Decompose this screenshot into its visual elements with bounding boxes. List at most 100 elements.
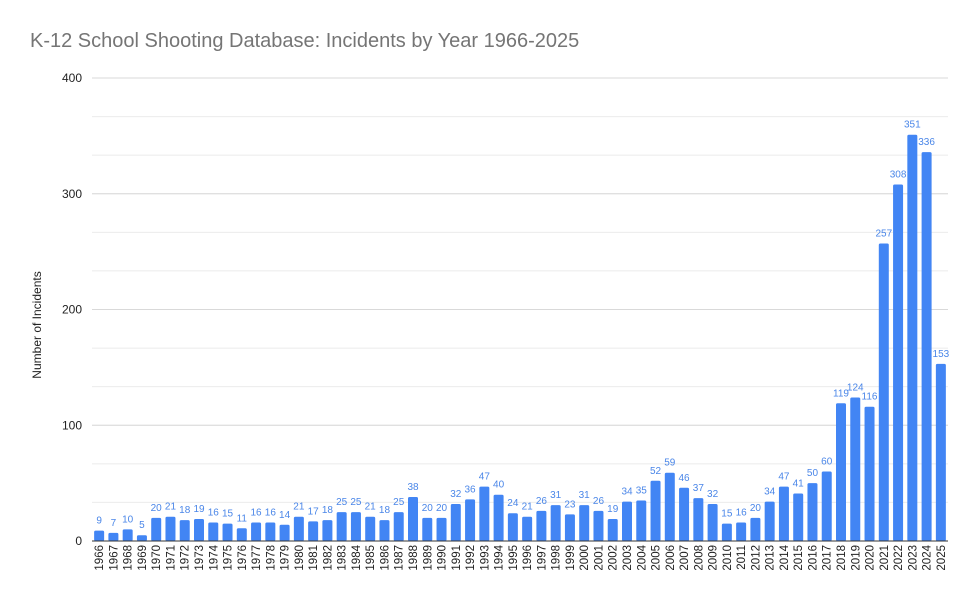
bar-1980: [293, 516, 304, 541]
x-tick-label: 2004: [636, 544, 648, 570]
data-label: 35: [636, 485, 648, 496]
bar-2005: [650, 480, 661, 541]
x-tick-label: 1978: [265, 545, 277, 571]
x-tick-label: 1981: [308, 545, 320, 571]
data-label: 20: [422, 503, 434, 514]
x-tick-label: 1970: [151, 545, 163, 571]
bar-1975: [222, 523, 233, 541]
data-label: 308: [890, 169, 907, 180]
data-label: 15: [721, 509, 733, 520]
x-tick-label: 2023: [907, 545, 919, 571]
data-label: 59: [664, 458, 676, 469]
bar-1995: [507, 513, 518, 541]
bar-1987: [393, 512, 404, 541]
data-label: 17: [308, 506, 320, 517]
bar-1967: [108, 532, 119, 541]
data-label: 10: [122, 514, 134, 525]
bar-1982: [322, 520, 333, 541]
data-label: 40: [493, 480, 505, 491]
x-tick-label: 2003: [622, 545, 634, 571]
data-label: 14: [279, 510, 291, 521]
x-tick-label: 2020: [865, 545, 877, 571]
data-label: 9: [96, 516, 102, 527]
x-tick-label: 2015: [793, 545, 805, 571]
data-label: 116: [862, 392, 878, 403]
data-label: 5: [139, 520, 145, 531]
x-tick-label: 2017: [822, 545, 834, 571]
chart-title: K-12 School Shooting Database: Incidents…: [30, 30, 580, 52]
bar-2011: [736, 522, 747, 541]
data-label: 41: [793, 479, 805, 490]
x-tick-label: 1977: [251, 545, 263, 571]
data-label: 7: [111, 518, 117, 529]
data-label: 36: [465, 484, 477, 495]
bar-2016: [807, 483, 818, 541]
x-tick-label: 2019: [850, 545, 862, 571]
x-tick-label: 1996: [522, 545, 534, 571]
bar-2021: [878, 243, 889, 541]
data-label: 20: [750, 503, 762, 514]
bar-1981: [308, 521, 319, 541]
bar-2003: [622, 501, 632, 541]
bar-1998: [550, 505, 561, 541]
bar-1977: [251, 522, 262, 541]
y-tick-label: 300: [62, 187, 82, 201]
x-tick-label: 1997: [536, 545, 548, 571]
bar-1994: [493, 494, 504, 541]
x-tick-label: 2025: [936, 545, 948, 571]
data-label: 16: [251, 507, 263, 518]
data-label: 16: [208, 507, 220, 518]
x-tick-label: 1982: [322, 545, 334, 571]
x-tick-label: 1967: [108, 545, 120, 571]
bar-1989: [422, 517, 433, 541]
data-label: 153: [933, 349, 950, 360]
x-tick-label: 2000: [579, 545, 591, 571]
x-tick-label: 2014: [779, 544, 791, 570]
bar-2002: [607, 519, 618, 541]
data-label: 119: [833, 388, 849, 399]
x-tick-label: 2001: [593, 545, 605, 571]
bar-2009: [707, 503, 718, 541]
bar-2025: [935, 363, 946, 541]
x-tick-label: 2018: [836, 545, 848, 571]
x-tick-label: 1968: [123, 545, 135, 571]
x-tick-label: 2012: [750, 545, 762, 571]
data-label: 351: [904, 120, 921, 131]
y-tick-label: 0: [75, 534, 82, 548]
bar-1969: [136, 535, 147, 541]
data-label: 26: [536, 496, 548, 507]
x-tick-label: 2002: [608, 545, 620, 571]
bar-2008: [693, 498, 704, 541]
bar-1984: [350, 512, 361, 541]
bar-1972: [179, 520, 190, 541]
bar-1992: [465, 499, 476, 541]
x-tick-label: 2011: [736, 545, 748, 570]
bar-1978: [265, 522, 276, 541]
data-label: 47: [479, 472, 491, 483]
x-tick-label: 1992: [465, 545, 477, 571]
data-label: 21: [165, 502, 177, 513]
data-label: 31: [579, 490, 591, 501]
x-tick-label: 1986: [379, 545, 391, 571]
x-tick-label: 1999: [565, 545, 577, 571]
bar-1973: [194, 519, 204, 541]
bar-1988: [408, 497, 418, 541]
bar-2019: [850, 397, 861, 541]
x-tick-label: 1993: [479, 545, 491, 571]
x-tick-label: 1990: [437, 545, 449, 571]
data-label: 19: [607, 504, 619, 515]
data-label: 21: [293, 502, 305, 513]
data-label: 124: [847, 382, 864, 393]
bar-2018: [836, 403, 846, 541]
data-label: 16: [736, 507, 748, 518]
bar-1985: [365, 516, 376, 541]
data-label: 46: [679, 473, 691, 484]
y-tick-label: 200: [62, 303, 82, 317]
x-tick-label: 1979: [280, 545, 292, 571]
y-tick-label: 400: [62, 71, 82, 85]
bar-1997: [536, 510, 547, 541]
bar-1970: [151, 517, 162, 541]
x-tick-label: 1974: [208, 544, 220, 570]
x-tick-label: 1985: [365, 545, 377, 571]
